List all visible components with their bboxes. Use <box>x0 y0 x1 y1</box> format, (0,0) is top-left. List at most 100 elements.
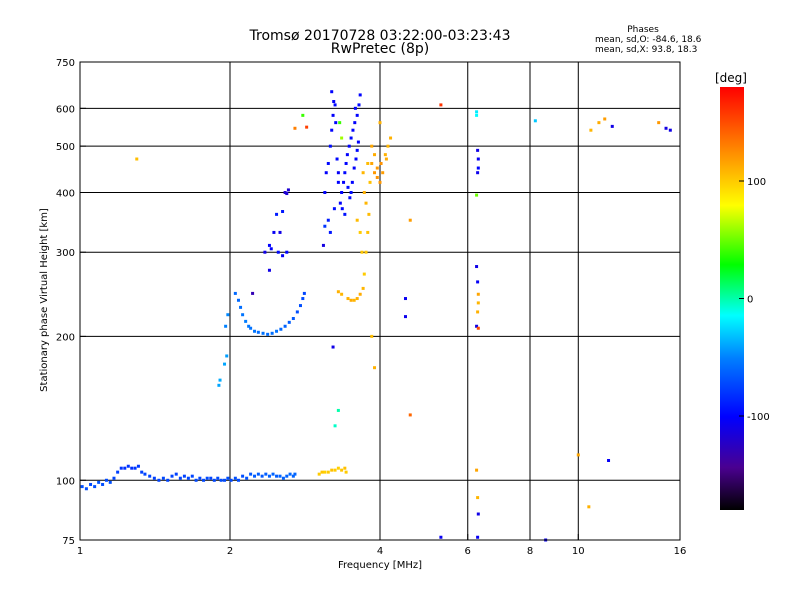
stats-line-x: mean, sd,X: 93.8, 18.3 <box>595 45 697 55</box>
data-point <box>350 191 353 194</box>
data-point <box>202 479 205 482</box>
data-point <box>253 330 256 333</box>
data-point <box>237 479 240 482</box>
data-point <box>337 181 340 184</box>
data-point <box>475 265 478 268</box>
x-tick-label: 2 <box>227 546 233 557</box>
data-point <box>476 280 479 283</box>
data-point <box>476 310 479 313</box>
data-point <box>322 244 325 247</box>
y-tick-label: 75 <box>62 536 75 547</box>
data-point <box>409 219 412 222</box>
data-point <box>476 149 479 152</box>
data-point <box>187 477 190 480</box>
data-point <box>195 479 198 482</box>
data-point <box>209 477 212 480</box>
data-points <box>81 90 672 541</box>
data-point <box>293 127 296 130</box>
y-tick-label: 600 <box>56 104 75 115</box>
data-point <box>270 247 273 250</box>
data-point <box>350 299 353 302</box>
stats-heading: Phases <box>627 25 659 35</box>
y-tick-label: 500 <box>56 142 75 153</box>
data-point <box>376 167 379 170</box>
data-point <box>157 479 160 482</box>
data-point <box>284 325 287 328</box>
data-point <box>241 313 244 316</box>
colorbar-tick-label: 100 <box>747 177 766 188</box>
data-point <box>337 171 340 174</box>
data-point <box>342 181 345 184</box>
data-point <box>112 477 115 480</box>
data-point <box>475 194 478 197</box>
data-point <box>81 485 84 488</box>
data-point <box>266 333 269 336</box>
data-point <box>477 293 480 296</box>
y-tick-label: 750 <box>56 58 75 69</box>
data-point <box>362 287 365 290</box>
data-point <box>251 292 254 295</box>
data-point <box>323 471 326 474</box>
data-point <box>351 129 354 132</box>
data-point <box>337 409 340 412</box>
data-point <box>337 467 340 470</box>
data-point <box>476 171 479 174</box>
data-point <box>89 483 92 486</box>
data-point <box>179 477 182 480</box>
data-point <box>97 481 100 484</box>
data-point <box>275 213 278 216</box>
data-point <box>477 301 480 304</box>
data-point <box>134 467 137 470</box>
data-point <box>333 207 336 210</box>
data-point <box>153 477 156 480</box>
data-point <box>224 325 227 328</box>
data-point <box>285 475 288 478</box>
data-point <box>323 225 326 228</box>
data-point <box>345 162 348 165</box>
data-point <box>239 306 242 309</box>
y-tick-label: 400 <box>56 188 75 199</box>
data-point <box>162 477 165 480</box>
data-point <box>332 346 335 349</box>
data-point <box>198 477 201 480</box>
data-point <box>353 121 356 124</box>
data-point <box>587 505 590 508</box>
data-point <box>356 114 359 117</box>
data-point <box>325 171 328 174</box>
data-point <box>365 202 368 205</box>
data-point <box>223 479 226 482</box>
colorbar-tick-label: 0 <box>747 295 753 306</box>
data-point <box>327 471 330 474</box>
data-point <box>404 315 407 318</box>
data-point <box>281 210 284 213</box>
data-point <box>130 467 133 470</box>
data-point <box>439 103 442 106</box>
data-point <box>301 114 304 117</box>
data-point <box>339 202 342 205</box>
data-point <box>217 384 220 387</box>
data-point <box>353 299 356 302</box>
data-point <box>589 129 592 132</box>
data-point <box>404 297 407 300</box>
y-tick-label: 200 <box>56 332 75 343</box>
data-point <box>346 186 349 189</box>
data-point <box>475 110 478 113</box>
data-point <box>285 251 288 254</box>
data-point <box>234 292 237 295</box>
y-axis-label: Stationary phase Virtual Height [km] <box>39 208 50 392</box>
data-point <box>354 107 357 110</box>
data-point <box>329 231 332 234</box>
data-point <box>370 162 373 165</box>
data-point <box>183 475 186 478</box>
data-point <box>338 121 341 124</box>
data-point <box>348 145 351 148</box>
data-point <box>245 477 248 480</box>
data-point <box>373 366 376 369</box>
data-point <box>334 121 337 124</box>
data-point <box>340 191 343 194</box>
data-point <box>257 331 260 334</box>
data-point <box>477 158 480 161</box>
data-point <box>476 536 479 539</box>
data-point <box>230 479 233 482</box>
y-axis-ticks: 75 100 200 300 400 500 600 750 <box>56 58 86 547</box>
